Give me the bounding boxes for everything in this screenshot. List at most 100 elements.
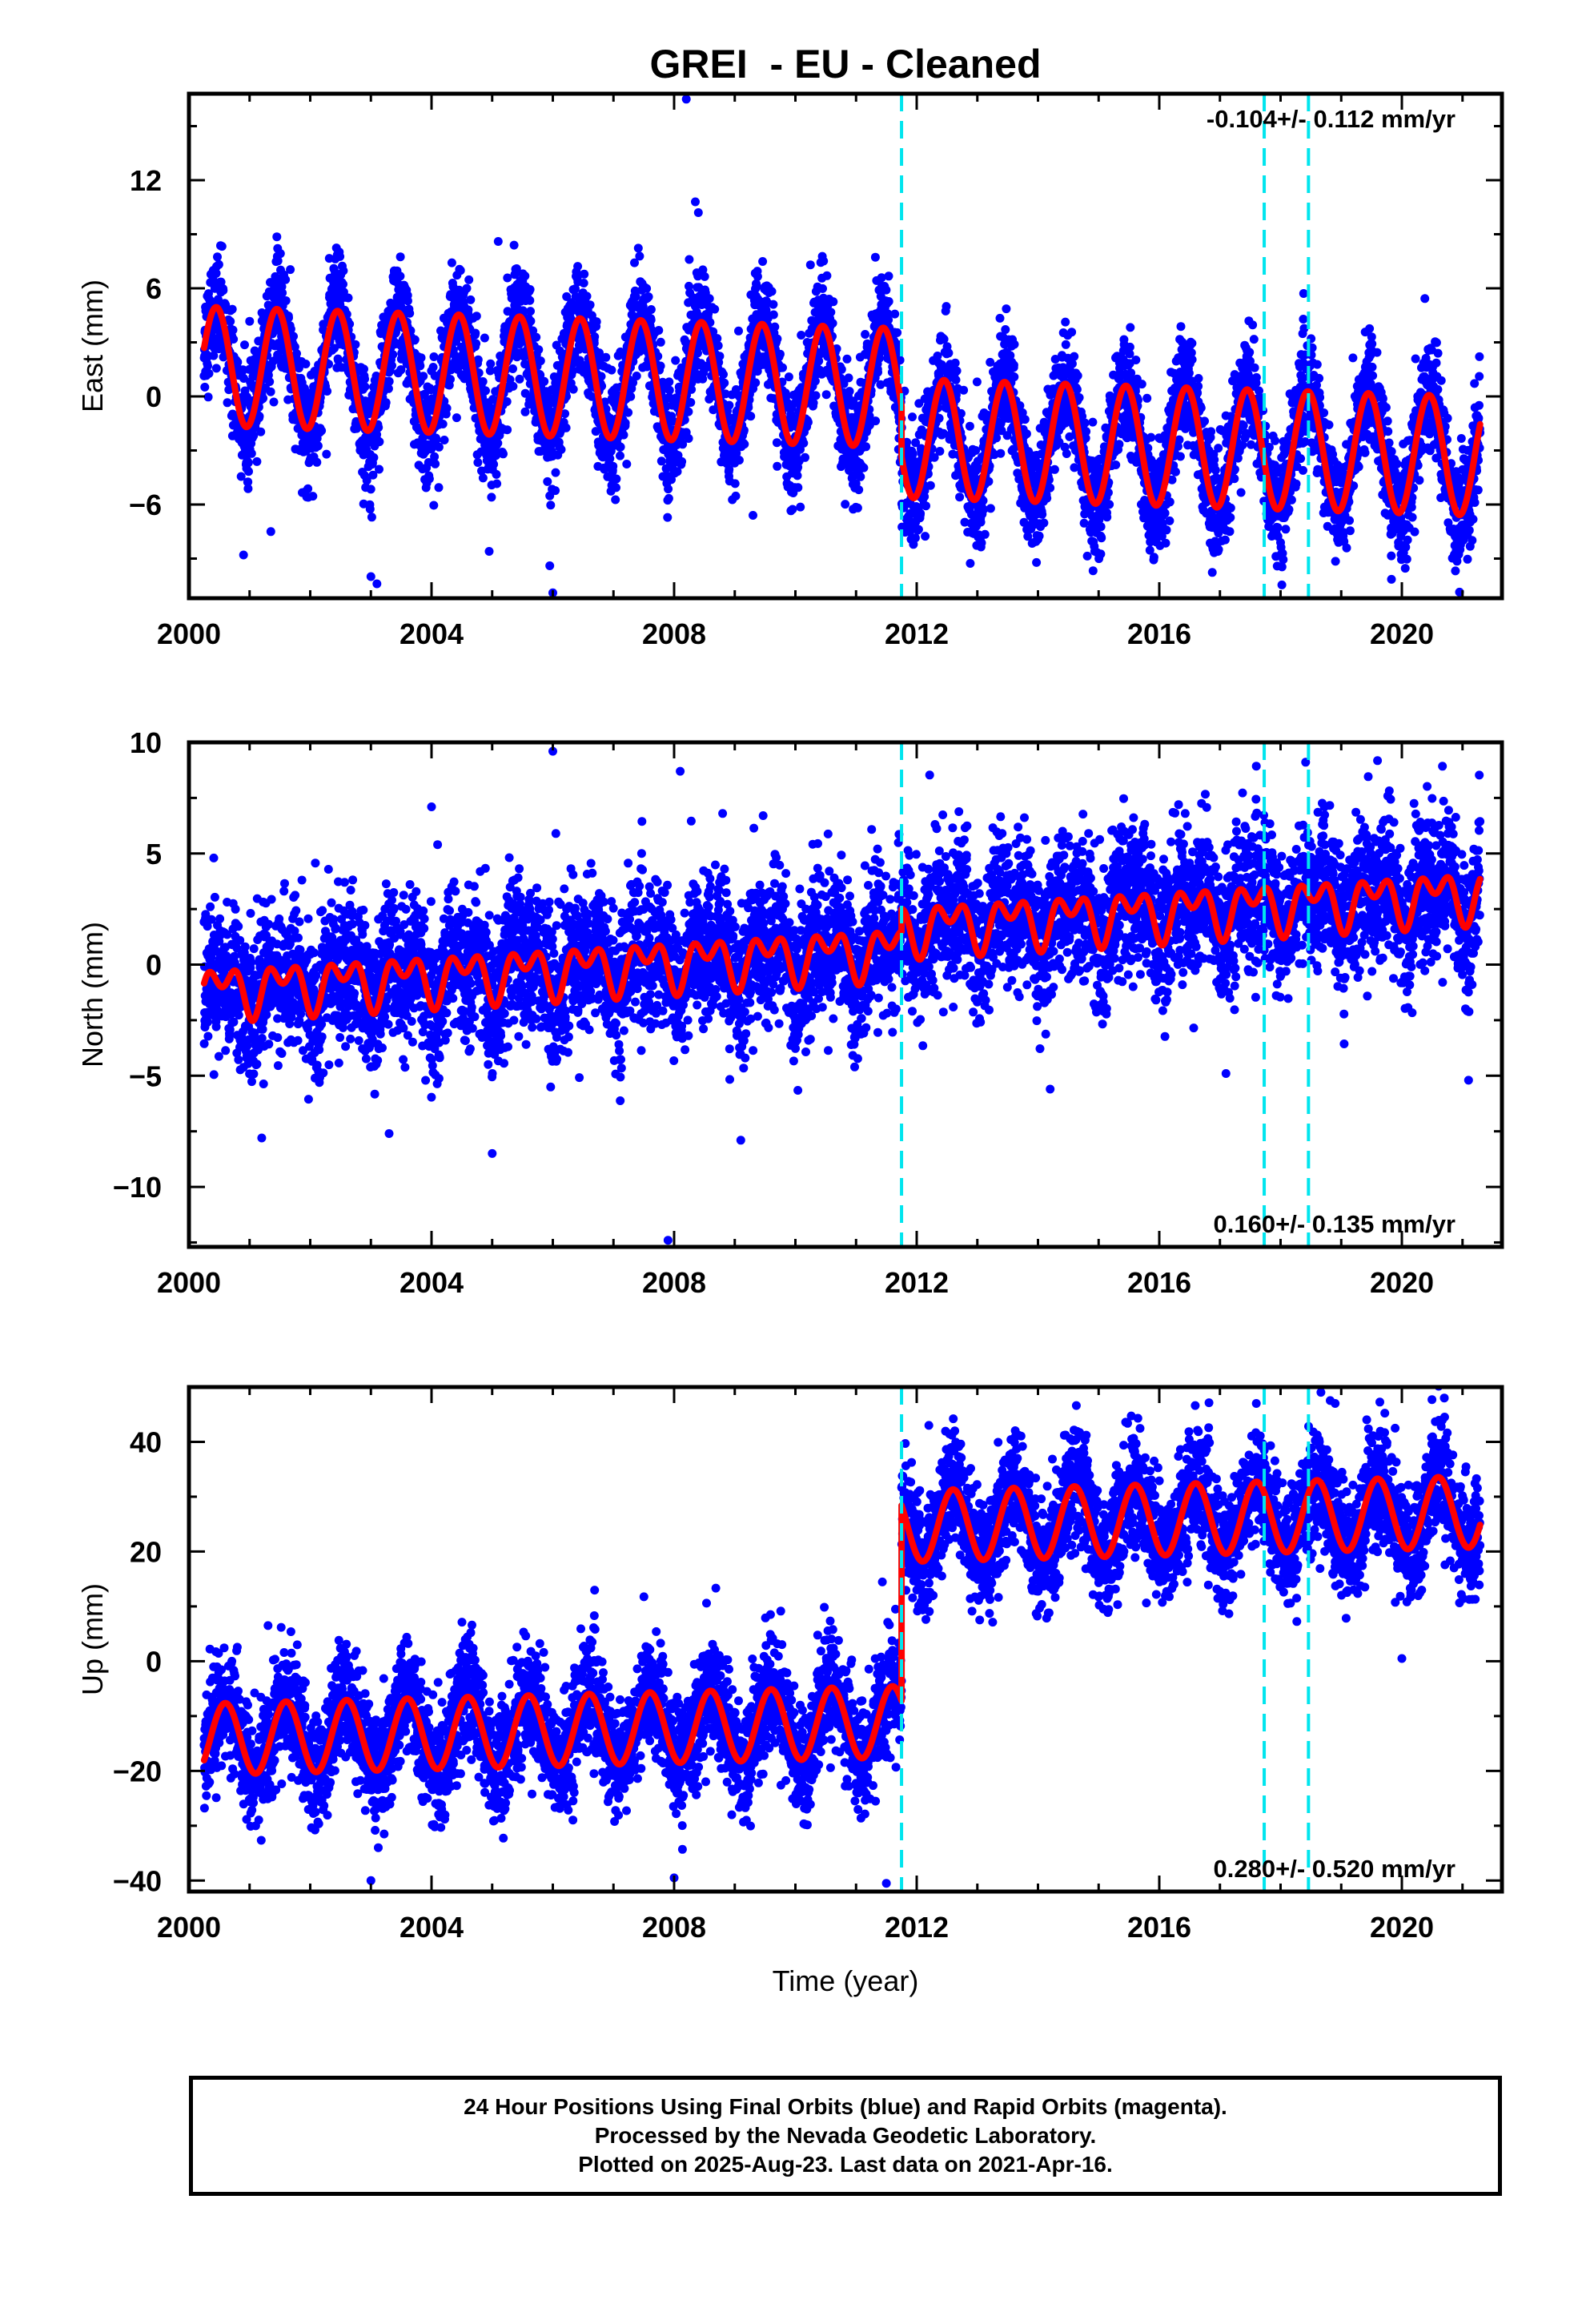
east-obs-point (853, 503, 862, 513)
east-obs-point (908, 449, 917, 459)
east-obs-point (916, 509, 926, 518)
east-obs-point (644, 292, 653, 302)
east-obs-point (778, 363, 787, 372)
east-obs-point (1096, 522, 1106, 532)
east-obs-point (635, 251, 644, 261)
east-obs-point (773, 461, 782, 471)
east-obs-point (561, 423, 571, 432)
east-obs-point (489, 460, 499, 469)
east-obs-point (369, 452, 379, 462)
east-obs-point (216, 277, 226, 287)
east-obs-point (562, 292, 572, 301)
east-obs-point (456, 266, 465, 275)
east-obs-point (249, 431, 259, 440)
east-obs-point (881, 285, 891, 295)
east-obs-point (365, 505, 375, 514)
east-obs-point (525, 285, 535, 294)
east-obs-point (383, 384, 393, 393)
east-obs-point (229, 335, 239, 344)
east-obs-point (619, 430, 628, 440)
east-obs-point (366, 485, 375, 494)
east-obs-point (213, 252, 222, 262)
east-obs-point (663, 513, 673, 522)
east-obs-point (753, 271, 762, 281)
east-obs-point (730, 479, 740, 489)
east-obs-point (1062, 449, 1071, 458)
east-obs-point (1105, 500, 1114, 509)
east-obs-point (585, 300, 595, 310)
east-obs-point (520, 388, 530, 398)
east-obs-point (797, 331, 806, 340)
east-obs-point (1034, 531, 1044, 541)
east-obs-point (1001, 325, 1010, 334)
east-obs-point (478, 377, 488, 386)
east-obs-point (616, 451, 624, 460)
east-obs-point (893, 328, 902, 337)
east-obs-point (769, 310, 778, 320)
east-obs-point (211, 268, 221, 278)
east-obs-point (217, 242, 227, 251)
east-obs-point (828, 319, 837, 328)
east-obs-point (955, 493, 965, 502)
east-obs-point (719, 370, 728, 379)
east-obs-point (487, 493, 496, 502)
east-obs-point (573, 262, 583, 271)
east-obs-point (359, 364, 368, 374)
east-obs-point (381, 398, 391, 408)
east-obs-point (1088, 417, 1098, 427)
east-obs-point (592, 317, 601, 327)
east-obs-point (243, 458, 253, 468)
east-obs-point (1082, 427, 1091, 436)
east-obs-point (608, 461, 618, 471)
east-obs-point (935, 447, 945, 456)
east-obs-point (725, 400, 734, 410)
east-obs-point (788, 505, 797, 514)
east-obs-point (429, 352, 439, 361)
east-obs-point (472, 312, 481, 321)
east-obs-point (734, 326, 743, 336)
east-obs-point (430, 452, 440, 461)
east-obs-point (980, 529, 990, 539)
east-obs-point (228, 325, 238, 335)
east-obs-point (805, 260, 815, 270)
east-obs-point (203, 392, 213, 402)
east-obs-point (551, 468, 560, 477)
east-obs-point (281, 275, 291, 284)
east-obs-point (374, 423, 383, 432)
east-obs-point (818, 283, 827, 293)
east-obs-point (622, 460, 632, 468)
east-obs-point (686, 398, 696, 407)
east-obs-point (926, 480, 935, 490)
east-obs-point (740, 440, 749, 449)
east-obs-point (986, 504, 995, 513)
east-obs-point (829, 297, 838, 307)
east-obs-point (677, 456, 687, 466)
east-obs-point (1097, 533, 1106, 543)
east-obs-point (959, 385, 969, 395)
east-obs-point (481, 386, 490, 396)
east-obs-point (715, 352, 725, 361)
east-obs-point (292, 349, 301, 358)
east-obs-point (508, 364, 517, 373)
east-obs-point (256, 427, 266, 436)
east-obs-point (1038, 509, 1047, 519)
east-obs-point (713, 341, 723, 351)
east-obs-point (546, 501, 556, 510)
east-obs-point (486, 359, 496, 368)
east-obs-point (480, 333, 489, 343)
east-obs-point (870, 252, 880, 262)
east-obs-point (1102, 513, 1112, 522)
east-obs-point (654, 326, 664, 335)
east-obs-point (405, 308, 415, 318)
east-obs-point (526, 307, 535, 316)
east-obs-point (942, 302, 951, 312)
east-obs-point (243, 477, 253, 487)
east-obs-point (620, 418, 630, 428)
east-obs-point (626, 392, 636, 401)
east-obs-point (1096, 549, 1106, 559)
east-obs-point (434, 483, 444, 493)
east-obs-point (1020, 415, 1030, 424)
east-obs-point (503, 273, 512, 283)
east-obs-point (605, 454, 615, 464)
